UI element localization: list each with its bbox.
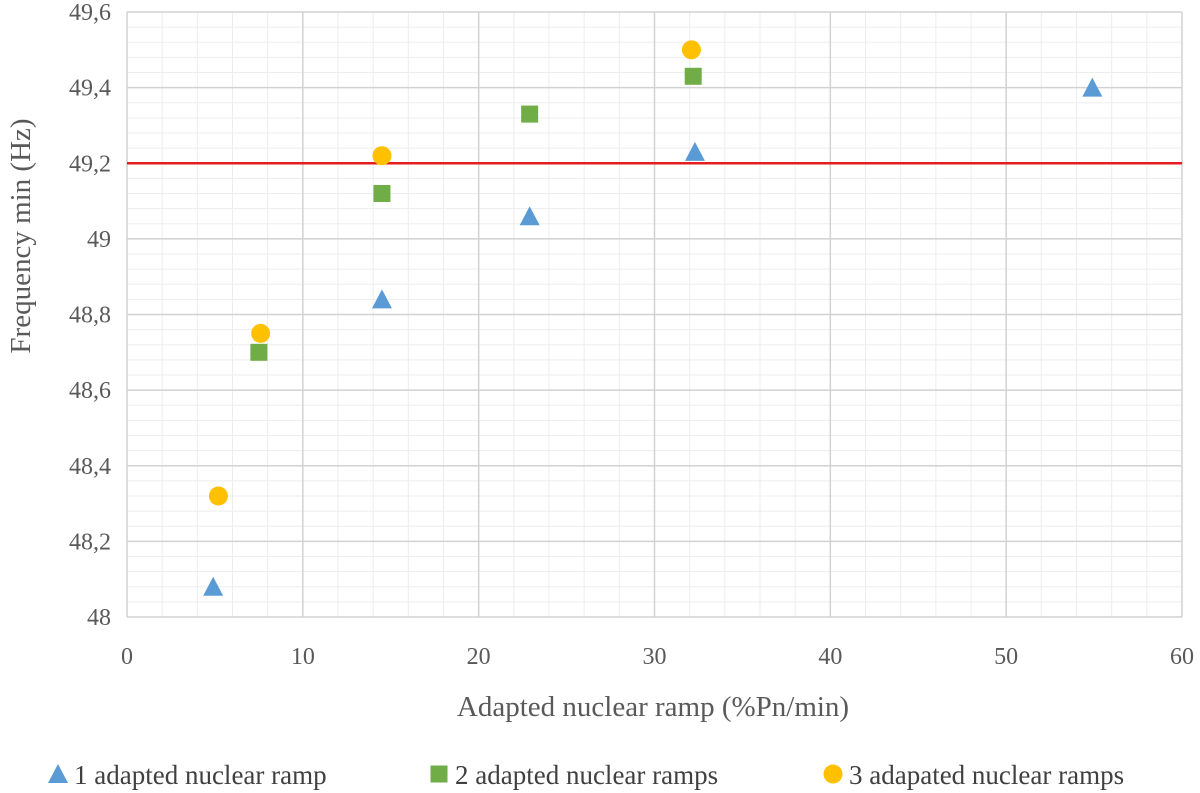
series-1-point bbox=[1082, 77, 1103, 97]
x-tick-label: 30 bbox=[643, 644, 667, 670]
y-tick-label: 49,2 bbox=[69, 151, 111, 177]
y-tick-label: 48,8 bbox=[69, 303, 111, 329]
y-tick-label: 49 bbox=[87, 227, 111, 253]
x-axis-title: Adapted nuclear ramp (%Pn/min) bbox=[457, 691, 849, 723]
legend-label: 3 adapated nuclear ramps bbox=[849, 760, 1124, 790]
y-tick-label: 48,2 bbox=[69, 529, 111, 555]
series-2-point bbox=[373, 185, 391, 202]
x-tick-label: 60 bbox=[1170, 644, 1194, 670]
x-axis-tick-labels: 0 10 20 30 40 50 60 bbox=[121, 644, 1194, 670]
y-tick-label: 49,6 bbox=[69, 0, 111, 26]
legend: 1 adapted nuclear ramp 2 adapted nuclear … bbox=[48, 760, 1124, 790]
legend-label: 2 adapted nuclear ramps bbox=[455, 760, 718, 790]
y-tick-label: 48,6 bbox=[69, 378, 111, 404]
major-gridlines bbox=[126, 11, 1183, 618]
series-1-point bbox=[203, 576, 224, 596]
legend-item-2: 2 adapted nuclear ramps bbox=[430, 760, 718, 790]
y-tick-label: 48 bbox=[87, 605, 111, 631]
series-3-point bbox=[372, 146, 392, 166]
series-3-point bbox=[251, 323, 271, 343]
series-1-point bbox=[684, 141, 705, 161]
series-3-point bbox=[208, 486, 228, 506]
x-tick-label: 10 bbox=[291, 644, 315, 670]
series-1-point bbox=[371, 289, 392, 309]
legend-marker-square bbox=[430, 765, 448, 783]
x-tick-label: 50 bbox=[994, 644, 1018, 670]
legend-label: 1 adapted nuclear ramp bbox=[74, 760, 327, 790]
series-2-point bbox=[521, 105, 539, 123]
x-tick-label: 20 bbox=[467, 644, 491, 670]
series-2-point bbox=[684, 67, 702, 85]
data-points bbox=[203, 40, 1103, 596]
legend-item-1: 1 adapted nuclear ramp bbox=[48, 760, 327, 790]
series-2-point bbox=[250, 343, 268, 361]
series-3-point bbox=[681, 40, 701, 60]
series-1-point bbox=[519, 206, 540, 226]
y-axis-title: Frequency min (Hz) bbox=[5, 118, 37, 353]
y-axis-tick-labels: 48 48,2 48,4 48,6 48,8 49 49,2 49,4 49,6 bbox=[69, 0, 111, 631]
y-tick-label: 48,4 bbox=[69, 454, 111, 480]
legend-marker-circle bbox=[823, 764, 843, 784]
y-tick-label: 49,4 bbox=[69, 76, 111, 102]
legend-item-3: 3 adapated nuclear ramps bbox=[823, 760, 1124, 790]
x-tick-label: 0 bbox=[121, 644, 133, 670]
legend-marker-triangle bbox=[48, 764, 68, 783]
x-tick-label: 40 bbox=[818, 644, 842, 670]
